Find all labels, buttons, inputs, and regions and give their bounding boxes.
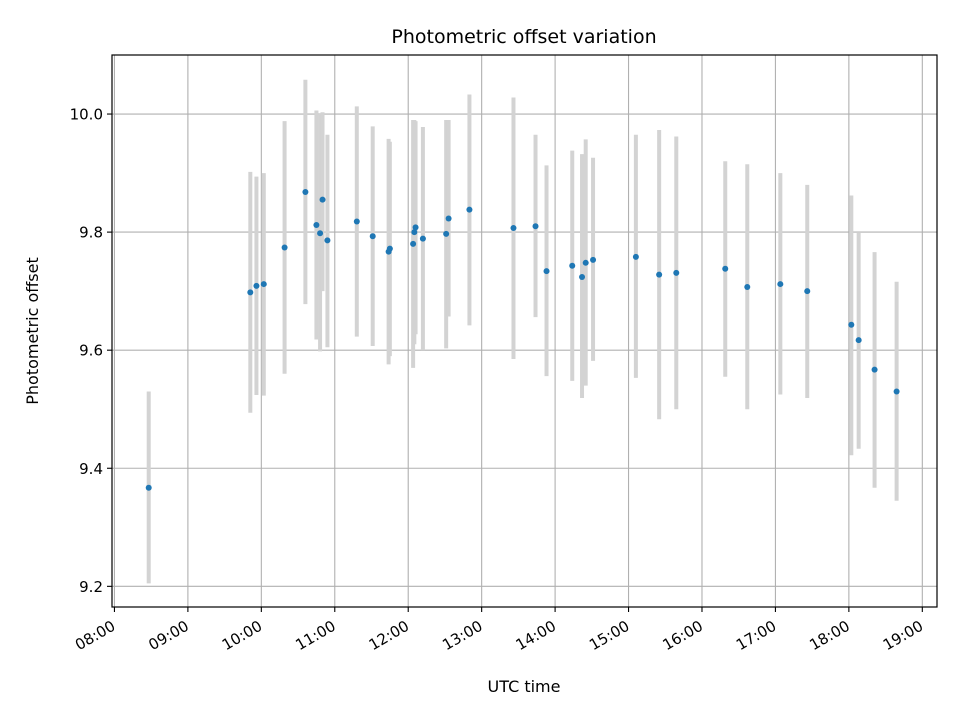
data-point xyxy=(855,337,862,344)
y-axis-label: Photometric offset xyxy=(23,257,42,405)
y-tick-label: 10.0 xyxy=(70,106,103,124)
data-points xyxy=(145,188,900,491)
data-point xyxy=(744,284,751,291)
data-point xyxy=(466,206,473,213)
plot-frame xyxy=(111,54,938,608)
data-point xyxy=(253,282,260,289)
data-point xyxy=(893,388,900,395)
grid xyxy=(112,55,937,607)
data-point xyxy=(590,256,597,263)
data-point xyxy=(871,366,878,373)
data-point xyxy=(722,265,729,272)
y-tick-label: 9.6 xyxy=(79,342,103,360)
data-point xyxy=(281,244,288,251)
data-point xyxy=(313,222,320,229)
y-tick-label: 9.8 xyxy=(79,224,103,242)
data-point xyxy=(302,188,309,195)
data-point xyxy=(532,223,539,230)
data-point xyxy=(569,262,576,269)
data-point xyxy=(543,268,550,275)
data-point xyxy=(145,484,152,491)
data-point xyxy=(260,281,267,288)
data-point xyxy=(579,273,586,280)
data-point xyxy=(324,237,331,244)
data-point xyxy=(410,240,417,247)
data-point xyxy=(673,269,680,276)
data-point xyxy=(412,224,419,231)
data-point xyxy=(419,235,426,242)
x-axis-label: UTC time xyxy=(488,677,561,696)
data-point xyxy=(369,233,376,240)
data-point xyxy=(777,281,784,288)
data-point xyxy=(411,229,418,236)
y-tick-label: 9.4 xyxy=(79,460,103,478)
data-point xyxy=(445,215,452,222)
data-point xyxy=(656,271,663,278)
data-point xyxy=(317,230,324,237)
data-point xyxy=(582,259,589,266)
data-point xyxy=(804,288,811,295)
data-point xyxy=(443,230,450,237)
data-point xyxy=(632,253,639,260)
data-point xyxy=(386,245,393,252)
data-point xyxy=(319,196,326,203)
y-tick-label: 9.2 xyxy=(79,578,103,596)
data-point xyxy=(510,224,517,231)
data-point xyxy=(848,321,855,328)
data-point xyxy=(353,218,360,225)
data-point xyxy=(247,289,254,296)
chart-title: Photometric offset variation xyxy=(391,26,656,48)
y-axis-ticks: 9.2 9.4 9.6 9.8 10.0 xyxy=(70,106,112,596)
